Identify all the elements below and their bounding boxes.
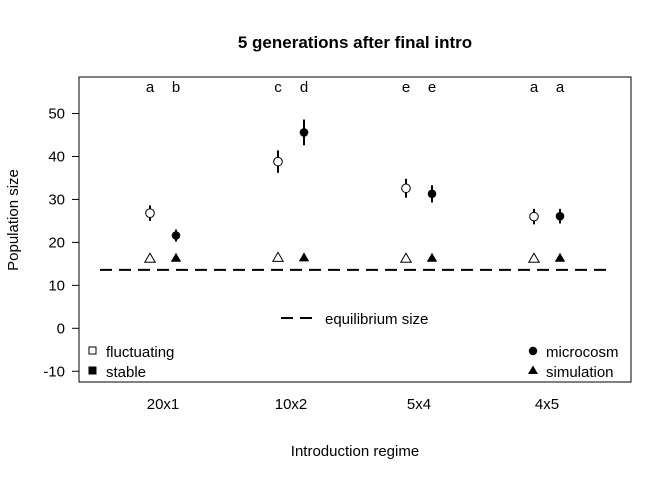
significance-letter: b — [172, 79, 180, 96]
legend-filled-triangle-marker — [528, 365, 538, 374]
significance-letter: a — [146, 79, 155, 96]
significance-letter: d — [300, 79, 308, 96]
point-filled-circle — [555, 211, 565, 221]
legend-source: microcosm simulation — [528, 344, 619, 381]
x-tick-label: 20x1 — [147, 396, 180, 413]
legend-fluctuating-label: fluctuating — [106, 344, 174, 361]
point-filled-triangle — [298, 252, 310, 262]
x-tick-label: 5x4 — [407, 396, 431, 413]
point-filled-triangle — [554, 252, 566, 262]
point-open-circle — [145, 208, 155, 218]
significance-letter: c — [274, 79, 282, 96]
significance-letter: a — [530, 79, 539, 96]
point-filled-circle — [299, 128, 309, 137]
legend-stable-label: stable — [106, 364, 146, 381]
legend-filled-square-marker — [88, 366, 97, 375]
y-axis: -10 0 10 20 30 40 50 — [43, 106, 80, 380]
legend-microcosm-label: microcosm — [546, 344, 619, 361]
y-tick-label: 20 — [48, 234, 65, 251]
chart-title: 5 generations after final intro — [238, 33, 472, 52]
point-open-triangle — [271, 251, 285, 262]
y-tick-label: -10 — [43, 363, 65, 380]
y-tick-label: 40 — [48, 148, 65, 165]
point-filled-triangle — [426, 252, 438, 262]
legend-open-square-marker — [88, 346, 97, 355]
point-filled-circle — [427, 189, 437, 199]
y-tick-label: 30 — [48, 191, 65, 208]
legend-simulation-label: simulation — [546, 364, 614, 381]
point-filled-circle — [171, 231, 181, 240]
point-open-triangle — [143, 252, 157, 263]
significance-letter: a — [556, 79, 565, 96]
significance-letter: e — [428, 79, 436, 96]
legend-equilibrium-label: equilibrium size — [325, 311, 428, 328]
legend-treatment: fluctuating stable — [88, 344, 174, 381]
y-axis-label: Population size — [5, 169, 22, 271]
data-marks — [143, 119, 566, 263]
plot-frame — [78, 76, 632, 383]
y-tick-label: 0 — [57, 320, 65, 337]
y-tick-label: 50 — [48, 106, 65, 123]
point-open-circle — [273, 156, 283, 167]
x-tick-label: 10x2 — [275, 396, 308, 413]
x-axis-label: Introduction regime — [291, 443, 419, 460]
point-open-circle — [401, 183, 411, 194]
legend-equilibrium: equilibrium size — [281, 311, 428, 328]
y-tick-label: 10 — [48, 277, 65, 294]
x-tick-label: 4x5 — [535, 396, 559, 413]
x-axis: 20x1 10x2 5x4 4x5 — [147, 396, 559, 413]
legend-filled-circle-marker — [528, 346, 538, 356]
point-open-circle — [529, 211, 539, 222]
significance-letter: e — [402, 79, 410, 96]
point-open-triangle — [399, 252, 413, 263]
point-filled-triangle — [170, 252, 182, 262]
point-open-triangle — [527, 252, 541, 263]
